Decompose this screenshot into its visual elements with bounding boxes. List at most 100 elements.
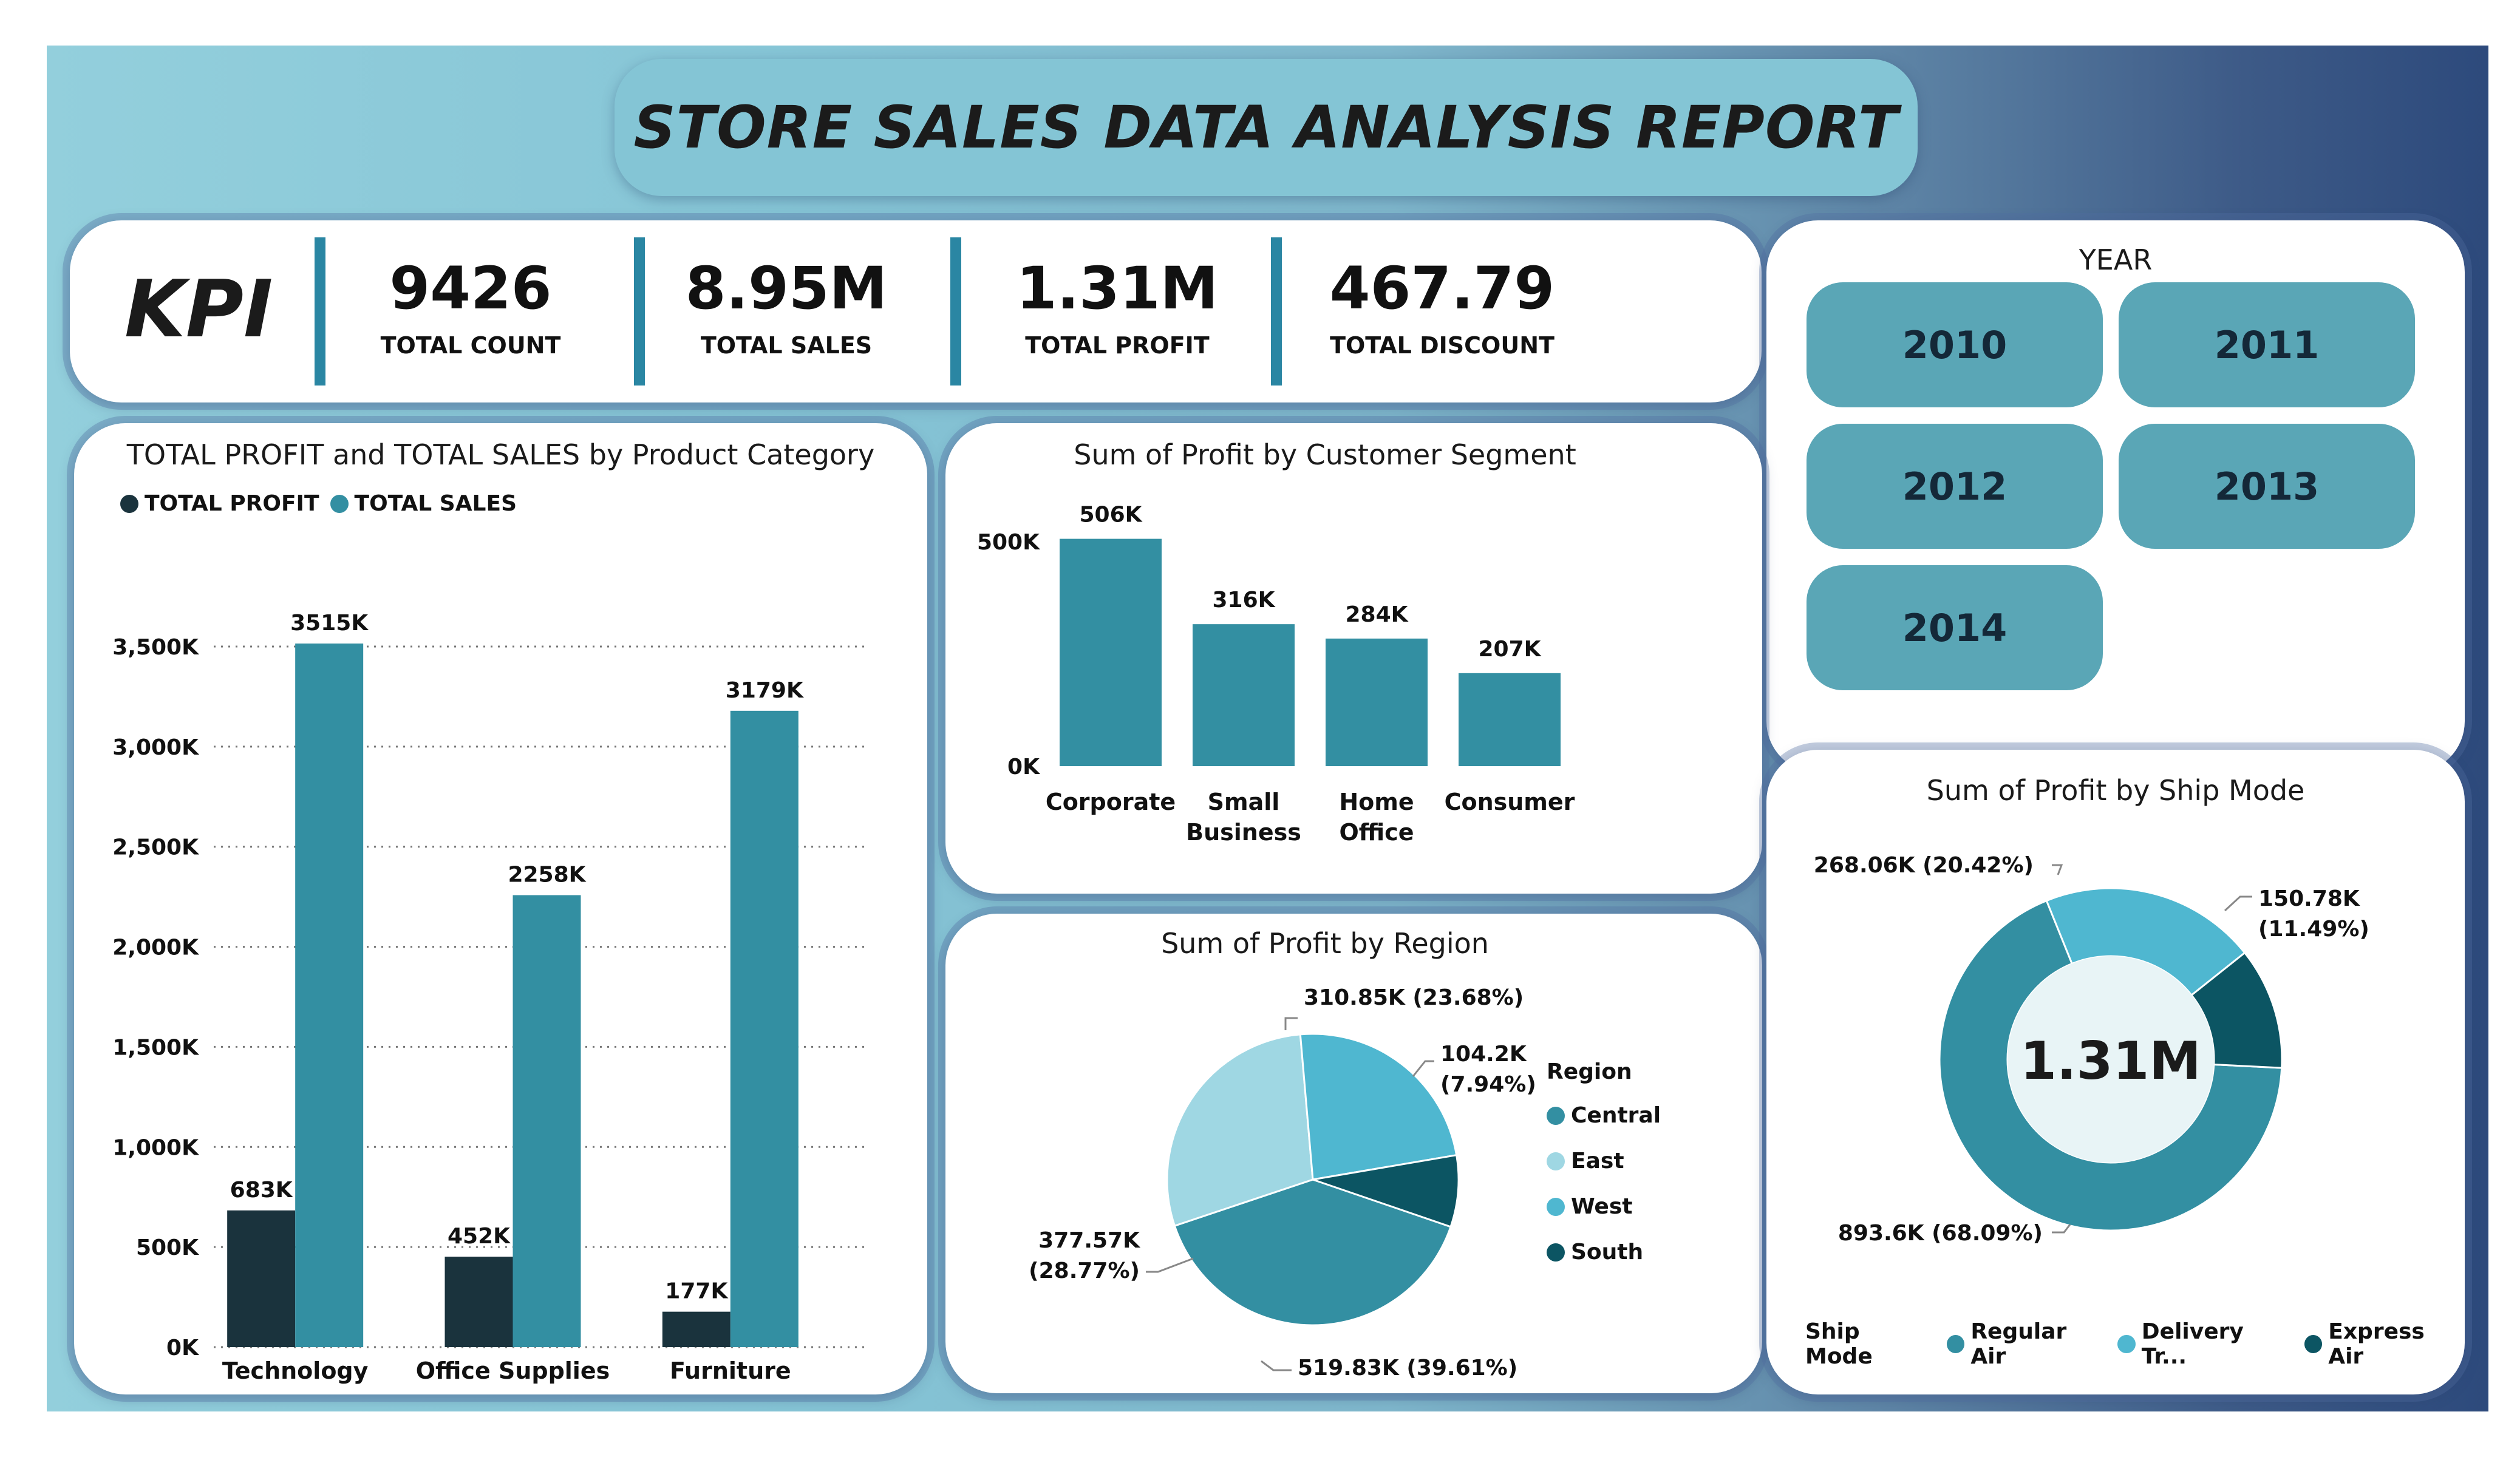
year-slicer-title: YEAR	[2079, 243, 2153, 276]
region-legend-title: Region	[1547, 1059, 1632, 1084]
legend-swatch	[1547, 1197, 1565, 1216]
region-chart-panel: Sum of Profit by Region 519.83K (39.61%)…	[945, 914, 1762, 1393]
kpi-divider	[315, 237, 325, 385]
y-tick-label: 2,000K	[112, 936, 199, 960]
shipmode-legend: Ship Mode Regular Air Delivery Tr... Exp…	[1805, 1319, 2465, 1369]
kpi-label: TOTAL SALES	[700, 331, 873, 359]
year-button-2012[interactable]: 2012	[1807, 424, 2103, 549]
x-tick-label: Office Supplies	[416, 1357, 610, 1384]
legend-swatch	[2117, 1335, 2136, 1353]
legend-swatch	[1547, 1152, 1565, 1170]
year-slicer-panel: YEAR 2010 2011 2012 2013 2014	[1766, 220, 2465, 773]
year-button-label: 2013	[2214, 464, 2320, 509]
legend-label: Regular Air	[1970, 1319, 2067, 1369]
legend-swatch	[1547, 1106, 1565, 1125]
dashboard-canvas: STORE SALES DATA ANALYSIS REPORT KPI 942…	[47, 46, 2488, 1411]
x-tick-label: Small	[1208, 789, 1280, 815]
y-tick-label: 1,500K	[112, 1035, 199, 1060]
legend-swatch	[1547, 1243, 1565, 1262]
kpi-total-count: 9426 TOTAL COUNT	[355, 254, 586, 359]
slice-label: (28.77%)	[1029, 1258, 1140, 1283]
donut-hole	[2007, 956, 2214, 1163]
legend-label: South	[1571, 1240, 1644, 1265]
segment-chart-title: Sum of Profit by Customer Segment	[1074, 438, 1576, 471]
y-tick-label: 500K	[136, 1235, 199, 1260]
profit-bar	[662, 1311, 730, 1347]
legend-item-east: East	[1547, 1138, 1661, 1184]
x-tick-label: Corporate	[1046, 789, 1176, 815]
slice-label: 377.57K	[1038, 1228, 1140, 1253]
legend-swatch	[1946, 1335, 1965, 1353]
x-tick-label: Home	[1339, 789, 1414, 815]
kpi-panel: KPI 9426 TOTAL COUNT 8.95M TOTAL SALES 1…	[70, 220, 1762, 402]
year-button-2011[interactable]: 2011	[2119, 282, 2415, 407]
label-leader	[2052, 1224, 2071, 1234]
region-chart-title: Sum of Profit by Region	[1161, 927, 1489, 960]
shipmode-chart-panel: Sum of Profit by Ship Mode 1.31M 268.06K …	[1766, 750, 2465, 1394]
year-button-2010[interactable]: 2010	[1807, 282, 2103, 407]
report-title-box: STORE SALES DATA ANALYSIS REPORT	[615, 59, 1918, 196]
slice-label: (11.49%)	[2258, 917, 2369, 942]
label-leader	[2224, 895, 2252, 912]
year-button-2014[interactable]: 2014	[1807, 565, 2103, 690]
pie-slice	[1299, 1033, 1458, 1181]
y-tick-label: 1,000K	[112, 1135, 199, 1160]
kpi-divider	[950, 237, 961, 385]
slice-label: 310.85K (23.68%)	[1304, 985, 1524, 1010]
profit-bar	[227, 1210, 296, 1347]
x-tick-label: Office	[1340, 819, 1414, 846]
segment-bar	[1193, 624, 1295, 766]
kpi-label: TOTAL COUNT	[380, 331, 561, 359]
data-label: 3179K	[726, 678, 804, 703]
slice-label: 519.83K (39.61%)	[1298, 1356, 1517, 1381]
legend-item-west: West	[1547, 1184, 1661, 1229]
category-legend: TOTAL PROFIT TOTAL SALES	[120, 491, 517, 516]
segment-bar	[1459, 673, 1561, 766]
kpi-heading: KPI	[124, 263, 273, 355]
kpi-total-discount: 467.79 TOTAL DISCOUNT	[1327, 254, 1558, 358]
kpi-value: 1.31M	[1016, 254, 1219, 322]
data-label: 683K	[230, 1178, 293, 1203]
kpi-label: TOTAL PROFIT	[1025, 331, 1210, 359]
data-label: 3515K	[290, 611, 369, 636]
label-leader	[2052, 864, 2063, 875]
legend-profit-swatch	[120, 494, 138, 513]
slice-label: 104.2K	[1440, 1042, 1527, 1067]
label-leader	[1261, 1360, 1292, 1371]
segment-bar-chart: 0K 500K 506K Corporate 316K Small Business 284K…	[977, 503, 1575, 846]
legend-sales-label: TOTAL SALES	[354, 491, 517, 516]
year-button-2013[interactable]: 2013	[2119, 424, 2415, 549]
kpi-total-sales: 8.95M TOTAL SALES	[671, 256, 902, 359]
label-leader	[1284, 1017, 1298, 1030]
legend-sales-swatch	[330, 494, 349, 513]
region-pie-chart: 519.83K (39.61%) 377.57K (28.77%) 310.85K (…	[1029, 985, 1536, 1381]
legend-label: Express Air	[2328, 1319, 2425, 1369]
year-button-label: 2012	[1902, 464, 2007, 509]
x-tick-label: Furniture	[670, 1357, 791, 1384]
donut-center-value: 1.31M	[2020, 1031, 2201, 1092]
data-label: 506K	[1079, 503, 1142, 528]
pie-slice	[1166, 1033, 1314, 1228]
slice-label: 268.06K (20.42%)	[1814, 853, 2034, 878]
kpi-value: 9426	[389, 254, 552, 322]
kpi-total-profit: 1.31M TOTAL PROFIT	[1002, 254, 1233, 359]
y-tick-label: 0K	[1007, 755, 1040, 779]
segment-bar	[1326, 638, 1428, 766]
category-chart-title: TOTAL PROFIT and TOTAL SALES by Product …	[126, 438, 875, 471]
kpi-value: 467.79	[1329, 254, 1555, 322]
profit-bar	[444, 1256, 513, 1347]
legend-item-south: South	[1547, 1229, 1661, 1275]
legend-label: Central	[1571, 1103, 1661, 1128]
segment-chart-panel: Sum of Profit by Customer Segment 0K 500K…	[945, 423, 1762, 894]
segment-bar	[1060, 538, 1162, 766]
slice-label: 150.78K	[2258, 886, 2360, 911]
label-leader	[1412, 1060, 1434, 1077]
sales-bar	[730, 710, 799, 1347]
legend-profit-label: TOTAL PROFIT	[145, 491, 319, 516]
x-tick-label: Technology	[222, 1357, 369, 1384]
legend-swatch	[2304, 1335, 2323, 1353]
legend-label: Delivery Tr...	[2141, 1319, 2244, 1369]
year-button-label: 2011	[2214, 322, 2320, 367]
pie-slice	[1173, 1178, 1452, 1326]
category-bar-chart: 0K 500K 1,000K 1,500K 2,000K 2,500K 3,000K 3,50…	[112, 611, 867, 1384]
